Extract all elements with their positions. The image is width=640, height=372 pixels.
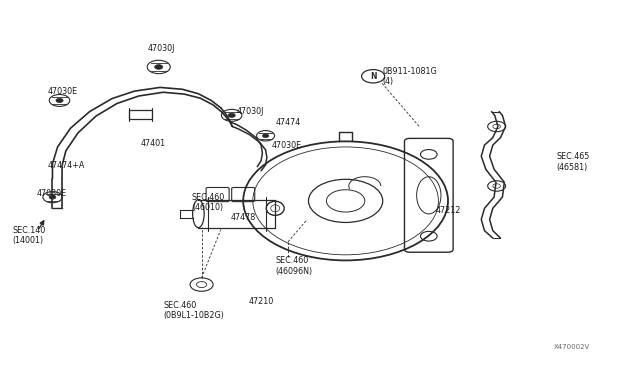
Text: 47210: 47210	[248, 297, 273, 306]
Circle shape	[262, 134, 269, 138]
Text: SEC.460
(46096N): SEC.460 (46096N)	[275, 256, 312, 276]
Text: 47401: 47401	[141, 139, 166, 148]
Text: X470002V: X470002V	[554, 344, 590, 350]
Text: 47478: 47478	[230, 213, 255, 222]
Text: N: N	[370, 72, 376, 81]
Text: 47030J: 47030J	[237, 107, 264, 116]
Text: 47474+A: 47474+A	[48, 161, 85, 170]
Text: 47212: 47212	[435, 206, 461, 215]
Text: SEC.140
(14001): SEC.140 (14001)	[13, 226, 46, 245]
Text: 0B911-1081G
(4): 0B911-1081G (4)	[383, 67, 438, 86]
Text: 47030E: 47030E	[48, 87, 78, 96]
Text: SEC.465
(46581): SEC.465 (46581)	[557, 152, 590, 171]
Text: 47030J: 47030J	[147, 44, 175, 53]
Text: SEC.460
(0B9L1-10B2G): SEC.460 (0B9L1-10B2G)	[163, 301, 224, 320]
Circle shape	[228, 113, 236, 118]
Text: SEC.460
(46010): SEC.460 (46010)	[192, 193, 225, 212]
Bar	[129, 110, 152, 119]
Text: 47474: 47474	[275, 118, 300, 126]
Circle shape	[155, 65, 163, 69]
Circle shape	[49, 195, 56, 199]
Circle shape	[56, 98, 63, 103]
Text: 47030E: 47030E	[272, 141, 302, 150]
Text: 47030E: 47030E	[37, 189, 67, 198]
